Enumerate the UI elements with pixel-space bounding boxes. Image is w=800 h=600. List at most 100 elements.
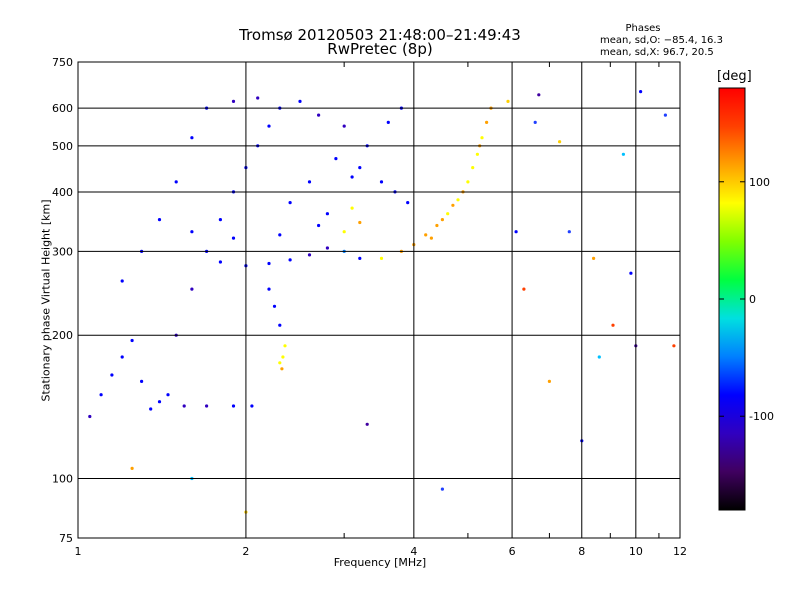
y-tick-label: 500 bbox=[52, 140, 73, 153]
phases-x-mode-stats: mean, sd,X: 96.7, 20.5 bbox=[600, 47, 714, 58]
data-point bbox=[537, 93, 541, 97]
data-point bbox=[278, 361, 282, 365]
data-point bbox=[379, 256, 384, 260]
data-point bbox=[267, 287, 271, 291]
y-tick-label: 100 bbox=[52, 473, 73, 486]
phases-o-mode-stats: mean, sd,O: −85.4, 16.3 bbox=[600, 35, 723, 46]
x-tick-label: 4 bbox=[410, 545, 417, 558]
data-point bbox=[533, 120, 537, 124]
data-point bbox=[157, 218, 162, 222]
data-point bbox=[283, 344, 287, 348]
data-point bbox=[485, 120, 489, 124]
data-point bbox=[611, 323, 615, 327]
data-point bbox=[471, 166, 475, 170]
data-point bbox=[218, 218, 222, 222]
grid-lines bbox=[78, 62, 680, 538]
data-point bbox=[256, 96, 260, 100]
colorbar-tick-label: 0 bbox=[749, 293, 756, 306]
data-point bbox=[166, 393, 170, 397]
data-point bbox=[451, 203, 455, 207]
y-tick-label: 200 bbox=[52, 329, 73, 342]
data-point bbox=[522, 287, 526, 291]
data-point bbox=[440, 218, 444, 222]
data-point bbox=[267, 261, 271, 266]
data-point bbox=[130, 466, 134, 470]
data-point bbox=[440, 487, 444, 491]
data-point bbox=[358, 166, 362, 170]
data-point bbox=[325, 246, 329, 250]
data-point bbox=[663, 113, 668, 117]
data-point bbox=[88, 414, 92, 419]
data-point bbox=[140, 379, 144, 383]
data-point bbox=[386, 120, 390, 124]
data-point bbox=[379, 180, 384, 184]
colorbar-unit-label: [deg] bbox=[717, 69, 752, 84]
data-point bbox=[480, 136, 484, 140]
data-point bbox=[218, 260, 222, 264]
data-point bbox=[205, 404, 209, 408]
data-point bbox=[182, 404, 186, 408]
data-point bbox=[325, 212, 329, 216]
y-tick-label: 750 bbox=[52, 56, 73, 69]
data-point bbox=[456, 198, 460, 202]
chart-subtitle: RwPretec (8p) bbox=[327, 40, 433, 58]
data-point bbox=[342, 230, 346, 234]
y-tick-label: 75 bbox=[59, 532, 73, 545]
x-tick-label: 12 bbox=[673, 545, 687, 558]
data-point bbox=[317, 113, 321, 117]
colorbar-tick-label: 100 bbox=[749, 176, 770, 189]
data-point bbox=[149, 407, 153, 411]
y-tick-label: 400 bbox=[52, 186, 73, 199]
data-point bbox=[424, 233, 428, 237]
data-point bbox=[190, 287, 194, 291]
y-axis-ticks: 75 100 200 300 400 500 600 750 bbox=[52, 56, 73, 545]
data-point bbox=[231, 236, 236, 240]
data-point bbox=[358, 220, 362, 225]
data-point bbox=[250, 404, 254, 408]
x-tick-label: 2 bbox=[242, 545, 249, 558]
data-point bbox=[446, 212, 450, 216]
x-tick-label: 1 bbox=[75, 545, 82, 558]
data-point bbox=[429, 236, 433, 240]
data-point bbox=[514, 230, 518, 234]
data-point bbox=[592, 256, 596, 260]
data-point bbox=[547, 379, 552, 383]
data-point bbox=[272, 304, 277, 308]
data-point bbox=[639, 90, 643, 94]
chart-title: Tromsø 20120503 21:48:00–21:49:43 bbox=[239, 26, 521, 44]
data-point bbox=[672, 344, 676, 348]
data-point bbox=[110, 373, 114, 377]
data-point bbox=[406, 201, 410, 205]
data-point bbox=[342, 124, 346, 128]
data-point bbox=[190, 136, 194, 140]
colorbar-tick-label: -100 bbox=[749, 410, 774, 423]
data-point bbox=[358, 256, 362, 260]
data-point bbox=[506, 99, 510, 103]
colorbar-ticks: 100 0 -100 bbox=[719, 176, 774, 423]
phases-title: Phases bbox=[625, 23, 661, 34]
x-tick-label: 6 bbox=[509, 545, 516, 558]
data-point bbox=[350, 206, 354, 210]
data-point bbox=[120, 279, 124, 283]
data-point bbox=[307, 180, 312, 184]
data-point bbox=[317, 223, 321, 228]
y-tick-label: 300 bbox=[52, 245, 73, 258]
x-tick-label: 10 bbox=[629, 545, 643, 558]
scatter-points bbox=[88, 90, 676, 514]
data-point bbox=[278, 233, 282, 237]
data-point bbox=[334, 157, 338, 161]
data-point bbox=[475, 152, 479, 156]
data-point bbox=[350, 175, 354, 179]
data-point bbox=[307, 253, 312, 257]
data-point bbox=[157, 400, 162, 404]
data-point bbox=[567, 230, 571, 234]
data-point bbox=[365, 422, 369, 426]
data-point bbox=[288, 201, 292, 205]
data-point bbox=[174, 180, 178, 184]
data-point bbox=[231, 99, 236, 103]
data-point bbox=[435, 223, 439, 228]
data-point bbox=[298, 99, 302, 103]
data-point bbox=[288, 258, 292, 262]
data-point bbox=[231, 404, 236, 408]
